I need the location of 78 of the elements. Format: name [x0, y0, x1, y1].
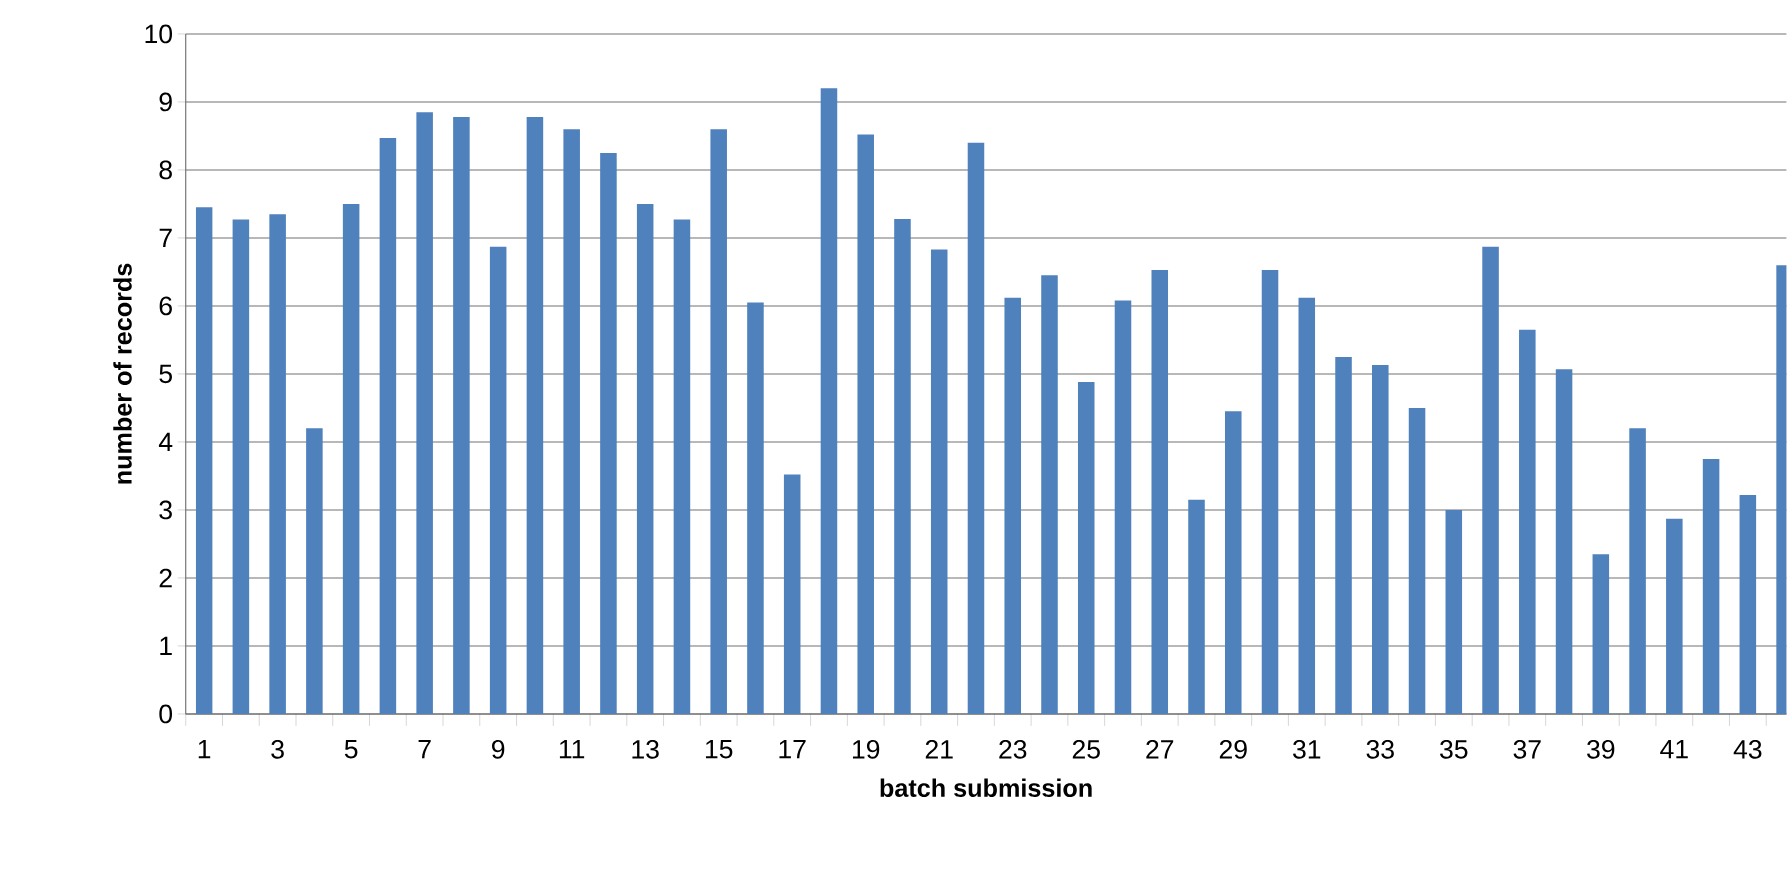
y-tick-label: 8	[159, 160, 172, 180]
y-tick-label: 4	[158, 432, 173, 452]
bar	[894, 219, 911, 715]
bar	[379, 138, 397, 715]
x-tick-label: 35	[1440, 740, 1468, 759]
bar	[342, 204, 360, 715]
y-tick-label: 0	[159, 704, 173, 724]
bar	[453, 117, 470, 715]
bar	[306, 428, 323, 715]
bar	[1519, 329, 1536, 715]
bar	[1077, 382, 1095, 715]
bar	[1225, 411, 1242, 715]
bar	[600, 153, 617, 715]
x-tick-label: 17	[779, 740, 806, 759]
bar	[1151, 270, 1169, 715]
y-axis-title: number of records	[113, 263, 132, 484]
bar	[783, 474, 801, 715]
x-tick-label: 43	[1733, 740, 1762, 759]
y-tick-label: 2	[159, 568, 172, 588]
bar	[747, 302, 764, 715]
bar	[563, 129, 580, 715]
y-tick-label: 10	[145, 24, 173, 44]
x-tick-label: 11	[559, 740, 585, 759]
x-tick-label: 19	[852, 740, 880, 759]
bar	[967, 142, 985, 715]
bar	[636, 204, 654, 715]
y-tick-label: 3	[159, 500, 172, 520]
bar	[820, 88, 838, 715]
y-tick-label: 5	[159, 364, 172, 384]
bar	[1629, 428, 1646, 715]
x-tick-label: 31	[1293, 740, 1321, 759]
bar	[1372, 365, 1389, 715]
bar	[269, 214, 286, 715]
bar	[1592, 554, 1610, 715]
bar	[195, 207, 213, 715]
bar	[526, 117, 544, 715]
x-tick-label: 21	[925, 740, 953, 759]
y-tick-label: 9	[159, 92, 172, 112]
x-tick-label: 7	[418, 740, 431, 759]
y-tick-label: 1	[160, 636, 172, 656]
bar	[1482, 246, 1499, 715]
x-tick-label: 29	[1219, 740, 1247, 759]
bar	[1739, 495, 1757, 715]
bar	[857, 134, 874, 715]
bar	[1114, 300, 1132, 715]
bar	[1408, 408, 1426, 715]
bar	[232, 219, 250, 715]
x-tick-label: 3	[271, 740, 284, 759]
bar	[416, 112, 433, 715]
x-tick-label: 13	[632, 740, 659, 759]
x-tick-label: 15	[705, 740, 733, 759]
bar	[1702, 459, 1720, 715]
x-tick-label: 23	[999, 740, 1027, 759]
bar	[1335, 357, 1352, 715]
bar	[1188, 499, 1205, 715]
y-tick-label: 6	[159, 296, 172, 316]
bar	[673, 219, 691, 715]
bar	[1004, 297, 1021, 715]
bar	[1555, 369, 1573, 715]
bar	[710, 129, 727, 715]
bar	[1666, 518, 1683, 715]
x-tick-label: 27	[1146, 740, 1174, 759]
bar	[489, 246, 507, 715]
bar	[1445, 510, 1463, 715]
x-tick-label: 39	[1587, 740, 1615, 759]
bar	[930, 249, 948, 715]
y-tick-label: 7	[159, 228, 172, 248]
x-tick-label: 9	[492, 740, 505, 759]
x-tick-label: 5	[344, 740, 358, 759]
x-axis-title: batch submission	[880, 778, 1092, 798]
x-tick-label: 25	[1072, 740, 1100, 759]
x-tick-label: 1	[198, 740, 211, 759]
x-tick-label: 33	[1366, 740, 1394, 759]
bar	[1041, 275, 1058, 715]
x-tick-label: 37	[1513, 740, 1541, 759]
bar	[1261, 270, 1279, 715]
x-tick-label: 41	[1660, 740, 1688, 759]
bar	[1298, 297, 1316, 715]
